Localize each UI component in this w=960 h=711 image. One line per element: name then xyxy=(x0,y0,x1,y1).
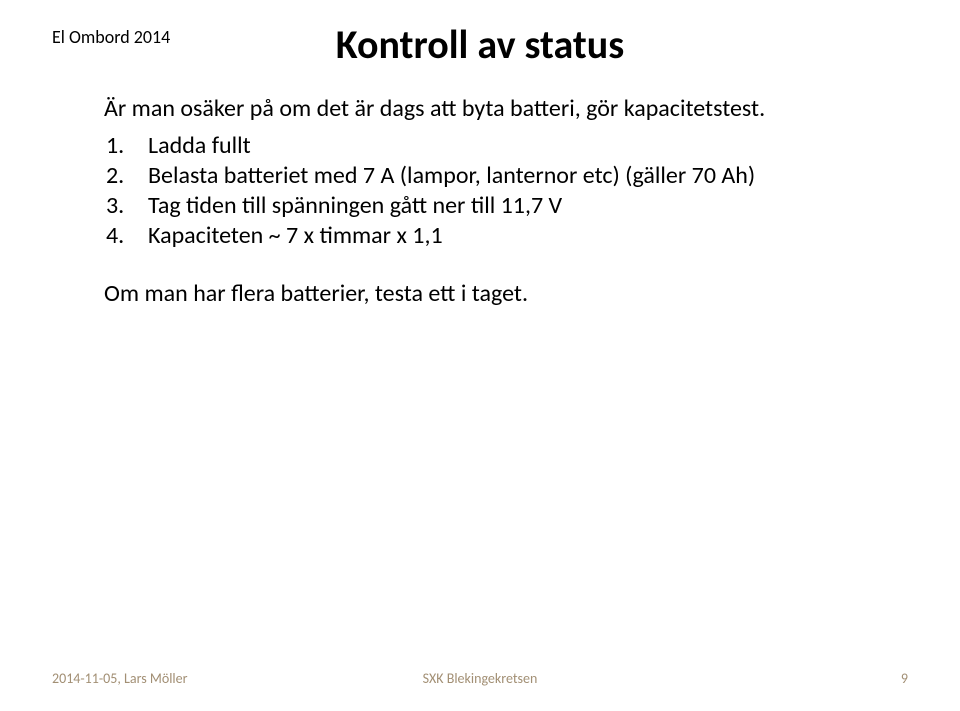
list-item: 4. Kapaciteten ~ 7 x timmar x 1,1 xyxy=(104,221,864,251)
content-block: Är man osäker på om det är dags att byta… xyxy=(104,95,864,308)
slide-title: Kontroll av status xyxy=(0,20,960,69)
footer-date-author: 2014-11-05, Lars Möller xyxy=(52,670,188,687)
list-item: 3. Tag tiden till spänningen gått ner ti… xyxy=(104,191,864,221)
numbered-list: 1. Ladda fullt 2. Belasta batteriet med … xyxy=(104,131,864,251)
list-text: Kapaciteten ~ 7 x timmar x 1,1 xyxy=(148,221,864,251)
footer: 2014-11-05, Lars Möller SXK Blekingekret… xyxy=(52,670,908,687)
list-item: 1. Ladda fullt xyxy=(104,131,864,161)
list-text: Tag tiden till spänningen gått ner till … xyxy=(148,191,864,221)
list-number: 3. xyxy=(104,191,148,221)
list-item: 2. Belasta batteriet med 7 A (lampor, la… xyxy=(104,161,864,191)
list-number: 2. xyxy=(104,161,148,191)
list-number: 1. xyxy=(104,131,148,161)
list-text: Ladda fullt xyxy=(148,131,864,161)
intro-text: Är man osäker på om det är dags att byta… xyxy=(104,95,864,123)
footer-page-number: 9 xyxy=(901,670,908,687)
closing-text: Om man har flera batterier, testa ett i … xyxy=(104,279,864,308)
list-number: 4. xyxy=(104,221,148,251)
list-text: Belasta batteriet med 7 A (lampor, lante… xyxy=(148,161,864,191)
